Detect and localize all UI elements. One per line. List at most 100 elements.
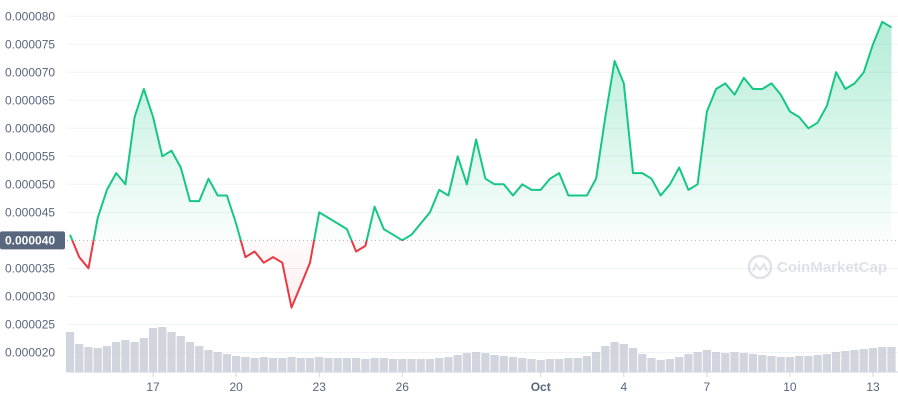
volume-bar [721, 353, 730, 372]
volume-bar [822, 354, 831, 372]
volume-bar [139, 338, 148, 372]
volume-bar [213, 352, 222, 372]
volume-bar [232, 356, 241, 372]
volume-bar [527, 359, 536, 372]
volume-bar [564, 358, 573, 372]
watermark-text: CoinMarketCap [777, 259, 887, 276]
volume-bar [702, 350, 711, 372]
volume-bar [195, 346, 204, 372]
x-tick-label: 26 [396, 380, 410, 394]
volume-bar [112, 342, 121, 372]
volume-bar [647, 358, 656, 372]
volume-bar [693, 352, 702, 372]
volume-bar [536, 360, 545, 372]
volume-bar [296, 358, 305, 372]
y-tick-label: 0.000040 [5, 234, 55, 248]
volume-bar [435, 358, 444, 372]
y-tick-label: 0.000030 [5, 290, 55, 304]
volume-bar [268, 358, 278, 372]
volume-bar [684, 354, 693, 372]
y-tick-label: 0.000020 [5, 346, 55, 360]
volume-bar [804, 356, 813, 372]
volume-bar [278, 358, 287, 372]
volume-bar [324, 358, 333, 372]
volume-bar [767, 356, 776, 372]
x-tick-label: 10 [783, 380, 797, 394]
volume-bar [582, 356, 591, 372]
volume-bar [859, 349, 868, 372]
volume-bar [453, 355, 462, 372]
watermark: CoinMarketCap [747, 254, 887, 280]
volume-bar [148, 328, 158, 372]
volume-bar [75, 344, 84, 372]
y-tick-label: 0.000055 [5, 149, 55, 163]
volume-bar [610, 342, 619, 372]
volume-bar [158, 327, 167, 372]
volume-bar [711, 352, 721, 372]
volume-bar [813, 355, 822, 372]
y-tick-label: 0.000045 [5, 205, 55, 219]
price-line [69, 20, 893, 309]
y-tick-label: 0.000065 [5, 93, 55, 107]
volume-bar [841, 351, 850, 372]
volume-bar [748, 354, 758, 372]
volume-bar [388, 359, 398, 372]
volume-bar [573, 358, 582, 372]
volume-bar [222, 354, 232, 372]
volume-bar [176, 336, 185, 372]
price-area [70, 21, 892, 308]
volume-bar [121, 340, 130, 372]
y-tick-label: 0.000025 [5, 318, 55, 332]
volume-bar [758, 355, 767, 372]
volume-bar [601, 346, 610, 372]
x-tick-label: 20 [229, 380, 243, 394]
volume-bar [241, 357, 250, 372]
volume-bar [361, 359, 370, 372]
x-tick-label: 4 [620, 380, 627, 394]
volume-bar [352, 358, 361, 372]
volume-bar [315, 357, 324, 372]
volume-bar [333, 358, 342, 372]
volume-bar [407, 359, 416, 372]
x-tick-label: 13 [866, 380, 880, 394]
x-tick-label: Oct [531, 380, 551, 394]
volume-bar [259, 357, 268, 372]
volume-bar [619, 344, 628, 372]
y-tick-label: 0.000075 [5, 37, 55, 51]
volume-bar [776, 357, 785, 372]
volume-bar [481, 353, 490, 372]
volume-bar [850, 350, 859, 372]
volume-bar [379, 358, 388, 372]
x-tick-label: 23 [313, 380, 327, 394]
volume-bar [398, 359, 407, 372]
volume-bar [472, 352, 481, 372]
volume-bar [628, 348, 638, 372]
volume-bar [305, 358, 315, 372]
x-tick-label: 17 [146, 380, 160, 394]
volume-bar [167, 332, 176, 372]
volume-bar [656, 360, 665, 372]
volume-bar [675, 357, 684, 372]
volume-bar [102, 346, 112, 372]
y-tick-label: 0.000035 [5, 262, 55, 276]
volume-bar [555, 359, 564, 372]
volume-bar [370, 358, 379, 372]
volume-bar [785, 357, 795, 372]
volume-bar [287, 357, 296, 372]
volume-bar [795, 356, 804, 372]
volume-bar [545, 359, 555, 372]
volume-bar [250, 358, 259, 372]
volume-bar [84, 347, 93, 372]
volume-bar [638, 354, 647, 372]
volume-bar [499, 356, 508, 372]
volume-bar [444, 357, 453, 372]
volume-bar [65, 332, 75, 372]
volume-bar [342, 358, 352, 372]
volume-bar [204, 350, 213, 372]
y-tick-label: 0.000070 [5, 65, 55, 79]
volume-bar [831, 352, 841, 372]
volume-bar [425, 359, 435, 372]
volume-bar [887, 347, 896, 372]
volume-bar [518, 358, 527, 372]
